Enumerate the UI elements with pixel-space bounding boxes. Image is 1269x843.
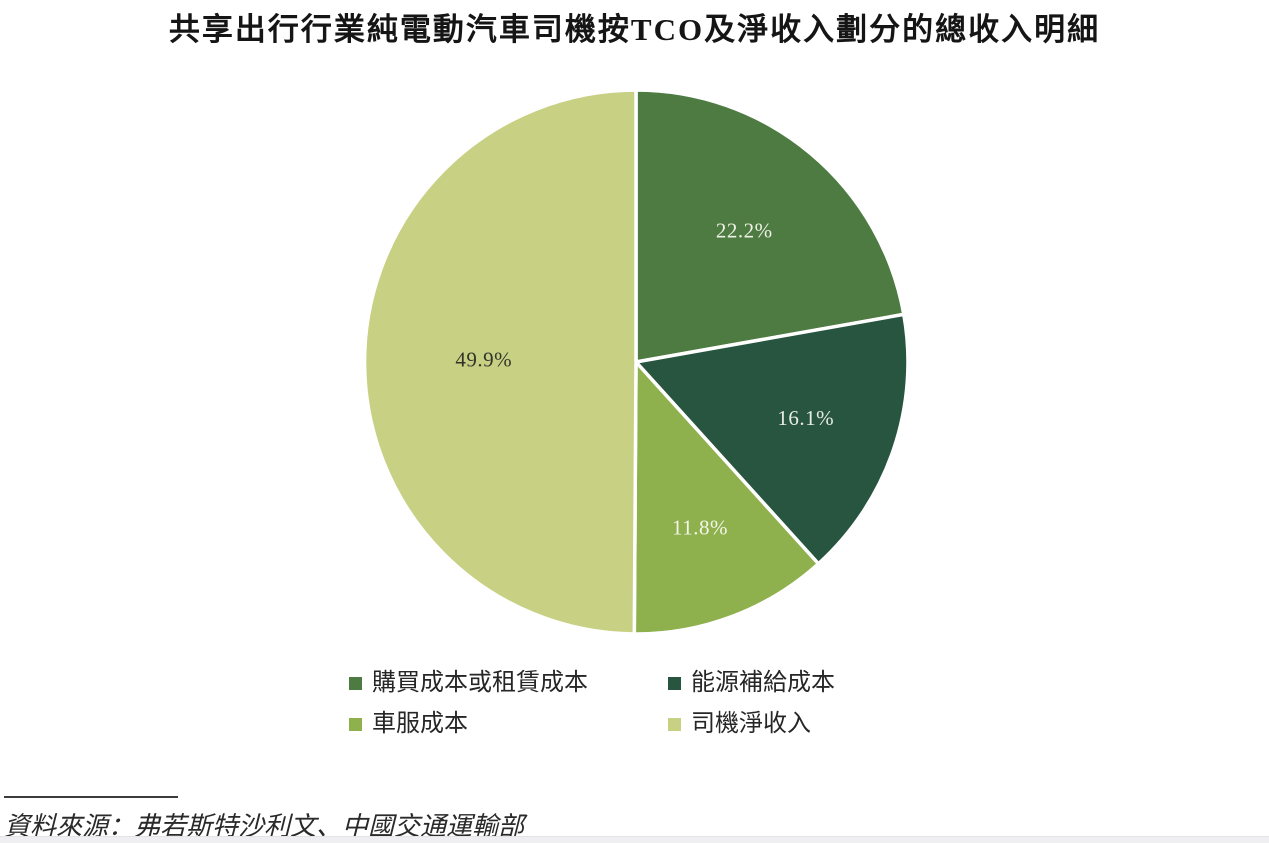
pie-slice-label: 11.8% bbox=[672, 516, 728, 540]
pie-slice-1 bbox=[634, 88, 906, 364]
pie-slice-3 bbox=[632, 360, 821, 636]
legend-swatch-icon bbox=[668, 718, 681, 732]
legend-item-3: 車服成本 bbox=[349, 711, 668, 737]
legend-swatch-icon bbox=[349, 676, 362, 690]
page-bottom-strip bbox=[0, 836, 1269, 843]
legend-label: 司機淨收入 bbox=[691, 711, 811, 738]
legend-swatch-icon bbox=[349, 718, 362, 732]
chart-legend: 購買成本或租賃成本 能源補給成本車服成本 司機淨收入 bbox=[349, 670, 835, 738]
source-divider bbox=[4, 796, 178, 798]
legend-label: 車服成本 bbox=[372, 711, 468, 738]
pie-slice-4 bbox=[362, 88, 638, 636]
legend-swatch-icon bbox=[668, 676, 681, 690]
legend-item-1: 購買成本或租賃成本 bbox=[349, 670, 668, 696]
chart-title: 共享出行行業純電動汽車司機按TCO及淨收入劃分的總收入明細 bbox=[168, 12, 1101, 47]
legend-label: 購買成本或租賃成本 bbox=[372, 670, 588, 696]
legend-label: 能源補給成本 bbox=[691, 670, 835, 696]
pie-slice-label: 22.2% bbox=[716, 219, 773, 243]
legend-item-2: 能源補給成本 bbox=[668, 670, 835, 696]
pie-slice-label: 16.1% bbox=[777, 406, 834, 430]
pie-slice-label: 49.9% bbox=[455, 347, 512, 371]
pie-chart: 22.2% 16.1% 11.8% 49.9% bbox=[362, 88, 910, 636]
legend-item-4: 司機淨收入 bbox=[668, 711, 835, 737]
pie-slice-2 bbox=[634, 312, 910, 566]
